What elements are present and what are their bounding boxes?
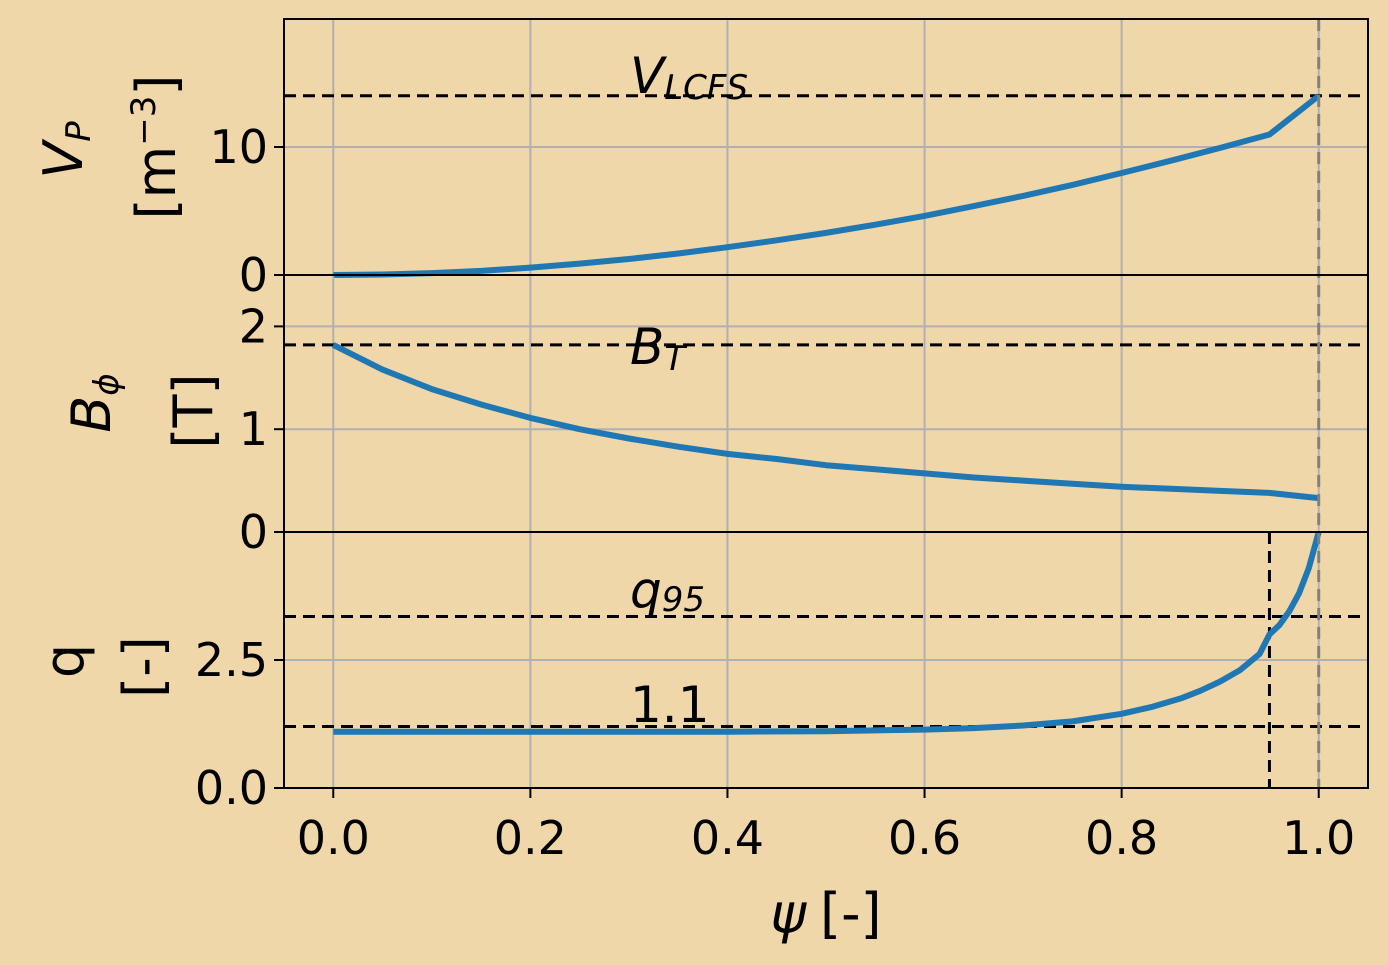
axes-frames — [283, 18, 1369, 789]
volume-ylabel-units: [m−3] — [124, 75, 188, 220]
y-tick-label: 0 — [239, 505, 268, 559]
q-yticks: 0.0 2.5 — [195, 633, 284, 815]
volume-ylabel-symbol: VP — [32, 121, 99, 179]
x-tick-label: 1.0 — [1282, 811, 1355, 865]
panel-safety-factor: q95 1.1 0.0 2.5 q [-] — [33, 531, 1368, 815]
field-ylabel-symbol: Bϕ — [60, 373, 127, 432]
y-tick-label: 10 — [209, 120, 268, 174]
x-tick-label: 0.4 — [691, 811, 764, 865]
field-yticks: 0 1 2 — [239, 299, 284, 559]
field-series-line — [331, 342, 1320, 502]
y-tick-label: 0 — [239, 248, 268, 302]
field-hline-label: BT — [630, 318, 687, 379]
volume-series-line — [333, 93, 1321, 278]
axes-frame — [283, 531, 1369, 789]
q-ylabel-units: [-] — [112, 636, 175, 698]
x-axis-ticks: 0.0 0.2 0.4 0.6 0.8 1.0 — [297, 788, 1355, 865]
y-tick-label: 2 — [239, 299, 268, 353]
x-tick-label: 0.8 — [1085, 811, 1158, 865]
y-tick-label: 0.0 — [195, 761, 268, 815]
x-tick-label: 0.0 — [297, 811, 370, 865]
q-ylabel-symbol: q — [33, 644, 96, 678]
q-series-line — [333, 531, 1322, 735]
x-tick-label: 0.6 — [888, 811, 961, 865]
x-tick-label: 0.2 — [494, 811, 567, 865]
q-1-1-label: 1.1 — [630, 676, 710, 734]
field-ylabel-units: [T] — [162, 373, 225, 448]
y-tick-label: 2.5 — [195, 633, 268, 687]
q95-label: q95 — [630, 561, 705, 620]
volume-hline-label: VLCFS — [630, 47, 748, 108]
x-axis-label: ψ [-] — [770, 882, 881, 945]
volume-yticks: 0 10 — [209, 120, 284, 302]
y-tick-label: 1 — [239, 402, 268, 456]
panel-volume: VLCFS 0 10 VP [m−3] — [32, 19, 1368, 302]
